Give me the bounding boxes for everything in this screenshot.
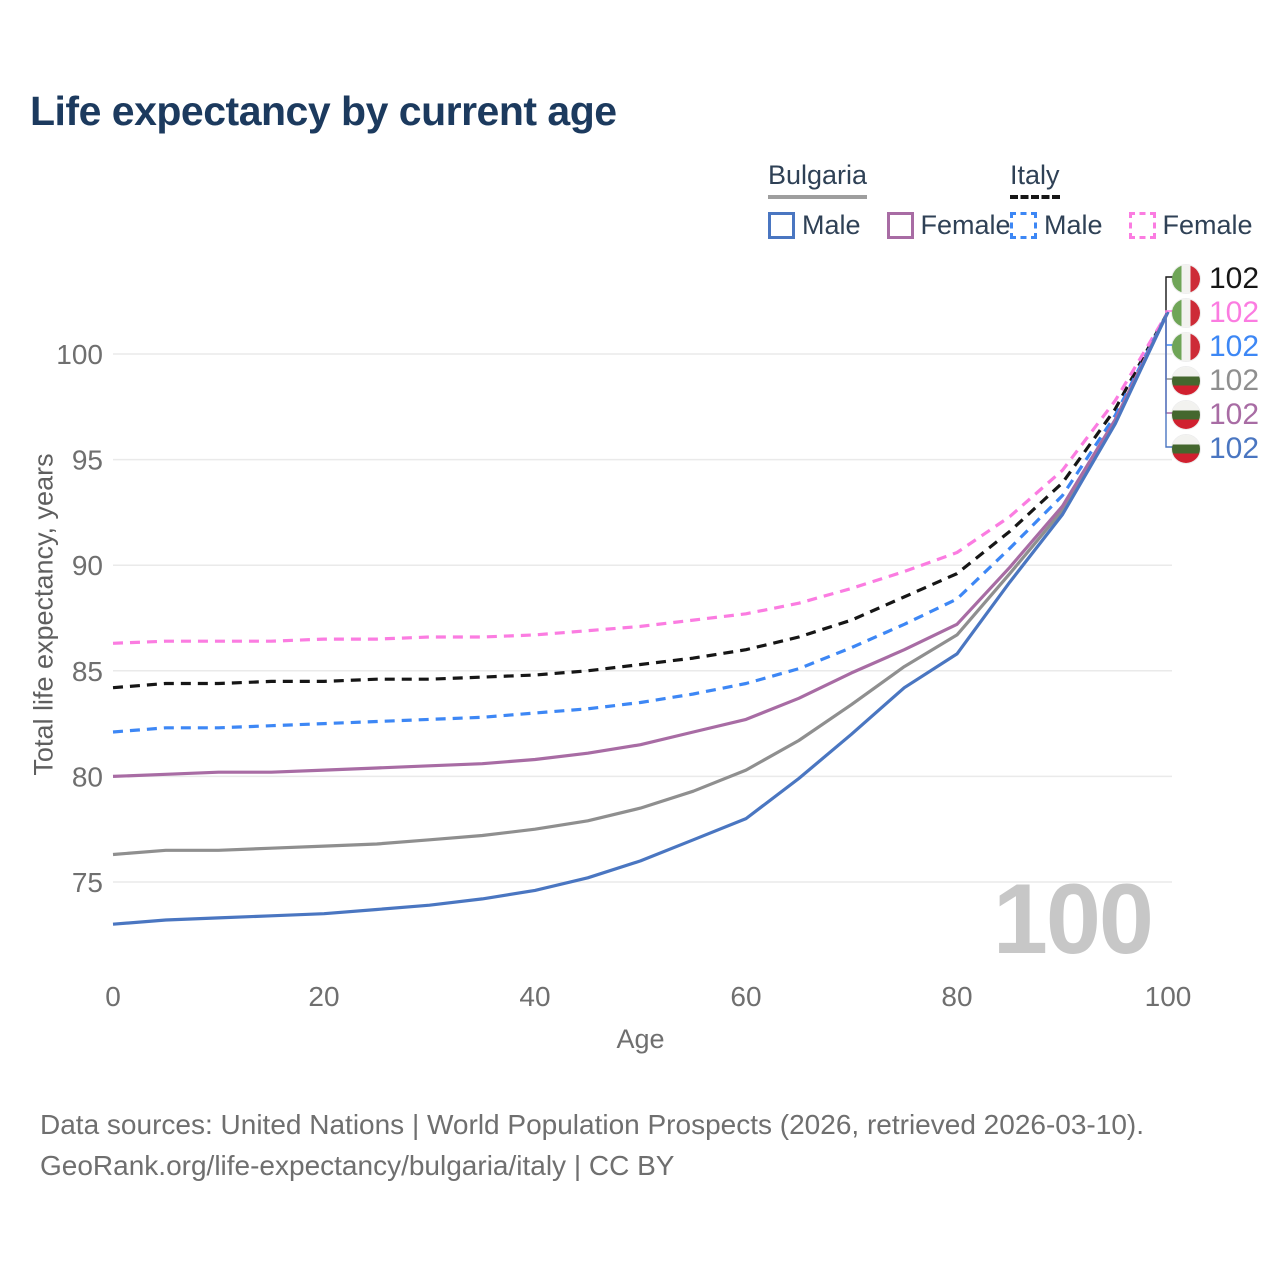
bulgaria-flag-icon [1172,367,1200,395]
footer: Data sources: United Nations | World Pop… [40,1104,1144,1186]
series-line-italy-female[interactable] [112,310,1170,645]
bulgaria-flag-icon [1172,435,1200,463]
legend-group-italy: Italy Male Female [1010,160,1253,241]
legend-heading-bulgaria: Bulgaria [768,160,868,199]
legend-item-label: Male [802,210,861,240]
y-tick-95: 95 [72,445,103,476]
legend-swatch-icon [1010,212,1037,239]
legend-item-italy-male[interactable]: Male [1010,210,1103,241]
x-tick-20: 20 [308,981,339,1012]
legend-swatch-icon [768,212,795,239]
end-label-value: 102 [1209,296,1260,329]
end-label-italy-female: 102 [1172,296,1259,330]
italy-flag-icon [1172,333,1200,361]
legend-items-bulgaria: Male Female [768,210,1011,241]
end-label-leader-italy-total [1165,276,1174,313]
end-label-value: 102 [1209,432,1260,465]
end-label-bulgaria-male: 102 [1172,432,1259,466]
x-axis-title: Age [616,1024,665,1054]
current-age-watermark: 100 [992,863,1154,974]
legend: Bulgaria Male Female Italy Male Female [0,160,1280,250]
italy-flag-icon [1172,265,1200,293]
end-label-italy-total: 102 [1172,262,1259,296]
x-tick-60: 60 [730,981,761,1012]
footer-attribution: GeoRank.org/life-expectancy/bulgaria/ita… [40,1150,675,1181]
legend-item-label: Female [920,210,1011,240]
legend-group-bulgaria: Bulgaria Male Female [768,160,1011,241]
legend-heading-italy: Italy [1010,160,1060,199]
legend-item-label: Male [1044,210,1103,240]
legend-item-bulgaria-male[interactable]: Male [768,210,861,241]
legend-item-bulgaria-female[interactable]: Female [886,210,1011,241]
series-line-bulgaria-female[interactable] [112,311,1170,778]
end-label-value: 102 [1209,330,1260,363]
legend-item-label: Female [1162,210,1253,240]
series-line-bulgaria-total[interactable] [112,311,1170,857]
y-tick-90: 90 [72,550,103,581]
end-label-leader-italy-female [1165,310,1174,313]
italy-flag-icon [1172,299,1200,327]
end-label-italy-male: 102 [1172,330,1259,364]
x-tick-0: 0 [105,981,121,1012]
legend-items-italy: Male Female [1010,210,1253,241]
x-tick-80: 80 [941,981,972,1012]
y-axis-title: Total life expectancy, years [28,453,59,776]
x-tick-100: 100 [1145,981,1192,1012]
legend-swatch-icon [886,212,914,239]
y-tick-80: 80 [72,761,103,792]
y-tick-85: 85 [72,656,103,687]
end-label-bulgaria-total: 102 [1172,364,1259,398]
end-label-value: 102 [1209,262,1260,295]
end-label-leader-bulgaria-male [1165,313,1174,448]
series-line-bulgaria-male[interactable] [112,311,1170,926]
end-label-value: 102 [1209,398,1260,431]
footer-data-sources: Data sources: United Nations | World Pop… [40,1109,1145,1140]
series-line-italy-total[interactable] [112,311,1170,690]
bulgaria-flag-icon [1172,401,1200,429]
x-tick-40: 40 [519,981,550,1012]
legend-item-italy-female[interactable]: Female [1128,210,1253,241]
series-line-italy-male[interactable] [112,311,1170,734]
end-label-value: 102 [1209,364,1260,397]
y-tick-75: 75 [72,867,103,898]
page-title: Life expectancy by current age [30,88,617,134]
legend-swatch-icon [1128,212,1156,239]
end-label-bulgaria-female: 102 [1172,398,1259,432]
y-tick-100: 100 [56,339,103,370]
